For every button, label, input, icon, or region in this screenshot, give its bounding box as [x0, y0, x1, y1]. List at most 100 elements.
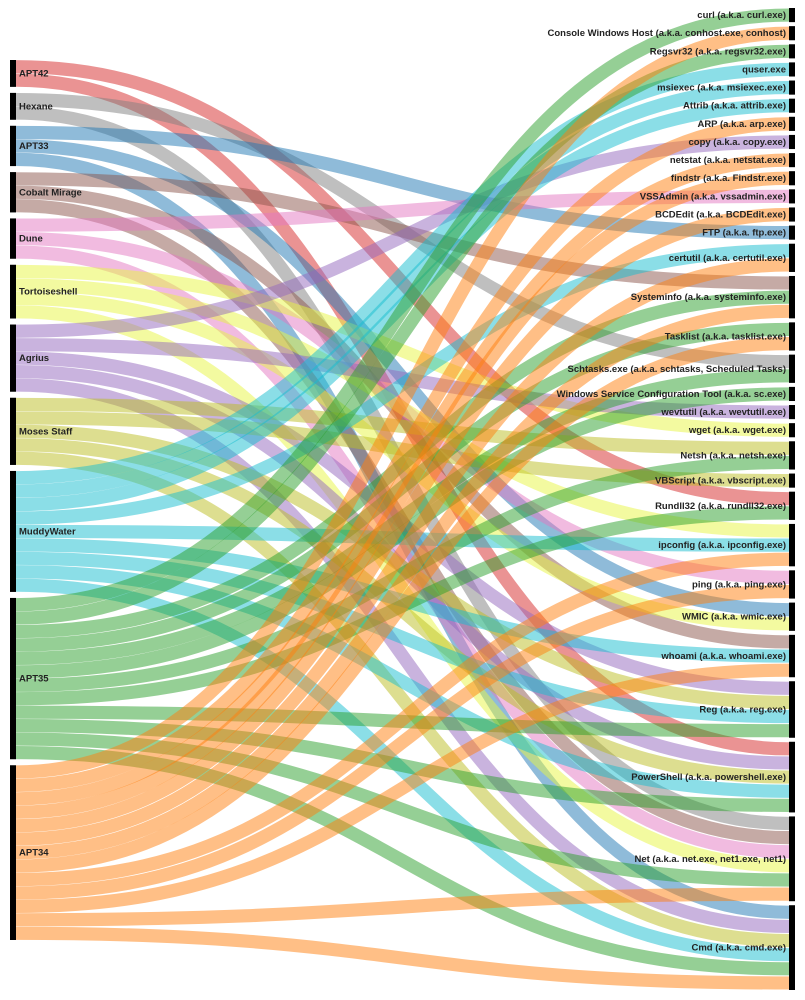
target-label: Systeminfo (a.k.a. systeminfo.exe): [631, 292, 786, 303]
flow-link: [15, 663, 790, 913]
source-node[interactable]: [10, 324, 16, 392]
target-label: Tasklist (a.k.a. tasklist.exe): [665, 331, 786, 342]
target-node[interactable]: [789, 225, 795, 240]
target-node[interactable]: [789, 134, 795, 150]
target-node[interactable]: [789, 491, 795, 520]
target-label: BCDEdit (a.k.a. BCDEdit.exe): [655, 210, 786, 221]
target-label: whoami (a.k.a. whoami.exe): [660, 651, 786, 662]
target-label: WMIC (a.k.a. wmic.exe): [682, 612, 786, 623]
source-label: Hexane: [19, 101, 53, 112]
target-node[interactable]: [789, 44, 795, 59]
target-node[interactable]: [789, 602, 795, 631]
flow-link: [15, 62, 790, 485]
target-label: FTP (a.k.a. ftp.exe): [702, 228, 786, 239]
source-label: APT34: [19, 848, 49, 859]
flow-link: [15, 552, 790, 887]
flow-link: [15, 8, 790, 612]
flow-link: [15, 117, 790, 792]
flow-link: [15, 81, 790, 498]
target-label: Cmd (a.k.a. cmd.exe): [691, 943, 786, 954]
target-node[interactable]: [789, 905, 795, 990]
target-node[interactable]: [789, 207, 795, 222]
flow-link: [15, 584, 790, 900]
source-node[interactable]: [10, 92, 16, 120]
target-node[interactable]: [789, 62, 795, 77]
target-label: quser.exe: [742, 64, 786, 75]
target-label: ping (a.k.a. ping.exe): [692, 579, 786, 590]
target-node[interactable]: [789, 354, 795, 383]
target-label: Netsh (a.k.a. netsh.exe): [680, 450, 786, 461]
target-label: VBScript (a.k.a. vbscript.exe): [655, 476, 786, 487]
target-node[interactable]: [789, 322, 795, 351]
target-label: ARP (a.k.a. arp.exe): [697, 119, 786, 130]
source-label: Cobalt Mirage: [19, 187, 82, 198]
sankey-labels: APT42 Hexane APT33 Cobalt Mirage Dune Tortois…: [19, 10, 786, 954]
source-label: Moses Staff: [19, 426, 73, 437]
target-node[interactable]: [789, 275, 795, 319]
target-node[interactable]: [789, 423, 795, 438]
source-node[interactable]: [10, 264, 16, 319]
flow-link: [15, 153, 790, 806]
source-node[interactable]: [10, 765, 16, 940]
target-label: VSSAdmin (a.k.a. vssadmin.exe): [640, 191, 786, 202]
source-label: APT42: [19, 68, 49, 79]
source-label: Dune: [19, 234, 43, 245]
target-node[interactable]: [789, 8, 795, 23]
source-node[interactable]: [10, 470, 16, 592]
target-label: findstr (a.k.a. Findstr.exe): [671, 173, 786, 184]
target-label: Windows Service Configuration Tool (a.k.…: [557, 389, 786, 400]
target-node[interactable]: [789, 26, 795, 41]
target-node[interactable]: [789, 816, 795, 902]
flow-link: [15, 397, 790, 455]
target-node[interactable]: [789, 634, 795, 678]
target-node[interactable]: [789, 153, 795, 168]
source-label: APT35: [19, 674, 49, 685]
target-label: Schtasks.exe (a.k.a. schtasks, Scheduled…: [568, 364, 786, 375]
source-label: APT33: [19, 141, 49, 152]
flow-link: [15, 336, 790, 873]
flow-link: [15, 887, 790, 927]
flow-link: [15, 26, 790, 779]
target-node[interactable]: [789, 681, 795, 738]
target-label: certutil (a.k.a. certutil.exe): [669, 253, 786, 264]
target-label: ipconfig (a.k.a. ipconfig.exe): [658, 540, 786, 551]
source-node[interactable]: [10, 125, 16, 167]
target-node[interactable]: [789, 405, 795, 420]
target-label: Reg (a.k.a. reg.exe): [699, 705, 786, 716]
sankey-links: [15, 8, 790, 990]
source-node[interactable]: [10, 60, 16, 87]
flow-link: [15, 264, 790, 437]
target-node[interactable]: [789, 523, 795, 567]
target-node[interactable]: [789, 171, 795, 186]
target-node[interactable]: [789, 386, 795, 402]
source-node[interactable]: [10, 397, 16, 465]
target-node[interactable]: [789, 243, 795, 272]
flow-link: [15, 171, 790, 819]
target-node[interactable]: [789, 189, 795, 204]
target-label: Console Windows Host (a.k.a. conhost.exe…: [548, 28, 787, 39]
source-node[interactable]: [10, 218, 16, 259]
source-label: Tortoiseshell: [19, 287, 77, 298]
target-node[interactable]: [789, 741, 795, 813]
flow-link: [15, 207, 790, 833]
target-label: PowerShell (a.k.a. powershell.exe): [631, 772, 786, 783]
source-node[interactable]: [10, 597, 16, 760]
target-node[interactable]: [789, 116, 795, 131]
source-node[interactable]: [10, 172, 16, 213]
target-label: Attrib (a.k.a. attrib.exe): [683, 101, 786, 112]
target-label: msiexec (a.k.a. msiexec.exe): [657, 83, 786, 94]
flow-link: [15, 44, 790, 625]
target-label: Net (a.k.a. net.exe, net1.exe, net1): [634, 854, 786, 865]
target-node[interactable]: [789, 98, 795, 113]
flow-link: [15, 387, 790, 679]
target-node[interactable]: [789, 570, 795, 599]
target-node[interactable]: [789, 441, 795, 470]
flow-link: [15, 135, 790, 338]
target-node[interactable]: [789, 473, 795, 488]
target-node[interactable]: [789, 80, 795, 95]
source-label: MuddyWater: [19, 526, 76, 537]
target-label: wevtutil (a.k.a. wevtutil.exe): [660, 407, 786, 418]
flow-link: [15, 926, 790, 990]
source-label: Agrius: [19, 353, 49, 364]
